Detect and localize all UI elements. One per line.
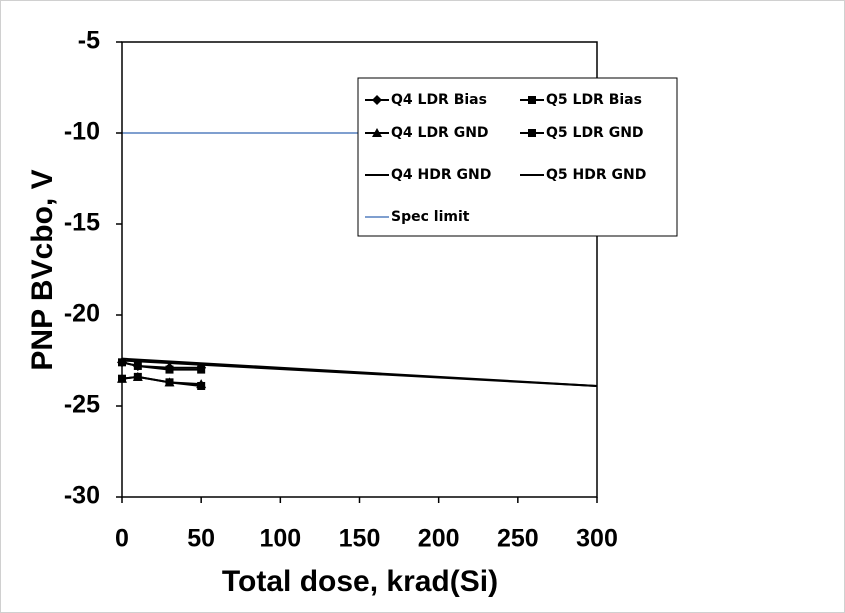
- legend-label: Q4 LDR GND: [391, 125, 489, 141]
- y-tick-label: -30: [64, 482, 100, 510]
- y-tick-label: -5: [78, 27, 100, 55]
- legend-label: Q4 LDR Bias: [391, 92, 487, 108]
- marker: [133, 372, 142, 381]
- y-axis-title: PNP BVcbo, V: [26, 169, 59, 370]
- marker: [528, 129, 536, 137]
- legend-label: Spec limit: [391, 209, 470, 225]
- legend-label: Q5 LDR GND: [546, 125, 644, 141]
- legend-label: Q5 HDR GND: [546, 167, 646, 183]
- legend-label: Q4 HDR GND: [391, 167, 491, 183]
- legend: [357, 77, 678, 237]
- y-tick-label: -10: [64, 118, 100, 146]
- x-tick-label: 50: [187, 525, 215, 553]
- x-tick-label: 250: [497, 525, 539, 553]
- x-tick-label: 300: [576, 525, 618, 553]
- x-tick-label: 150: [339, 525, 381, 553]
- legend-label: Q5 LDR Bias: [546, 92, 642, 108]
- y-tick-label: -15: [64, 209, 100, 237]
- series-line: [121, 359, 598, 387]
- marker: [528, 96, 536, 104]
- x-tick-label: 200: [418, 525, 460, 553]
- marker: [133, 361, 142, 370]
- marker: [372, 95, 382, 105]
- marker: [197, 365, 206, 374]
- marker: [372, 128, 382, 137]
- x-tick-label: 100: [259, 525, 301, 553]
- marker: [165, 365, 174, 374]
- x-tick-label: 0: [115, 525, 129, 553]
- x-axis-title: Total dose, krad(Si): [222, 565, 498, 598]
- marker: [165, 378, 174, 387]
- plot-area: [121, 41, 598, 498]
- y-tick-label: -25: [64, 391, 100, 419]
- series-line: [121, 361, 202, 371]
- y-tick-label: -20: [64, 300, 100, 328]
- series-line: [121, 375, 202, 387]
- marker: [197, 381, 206, 390]
